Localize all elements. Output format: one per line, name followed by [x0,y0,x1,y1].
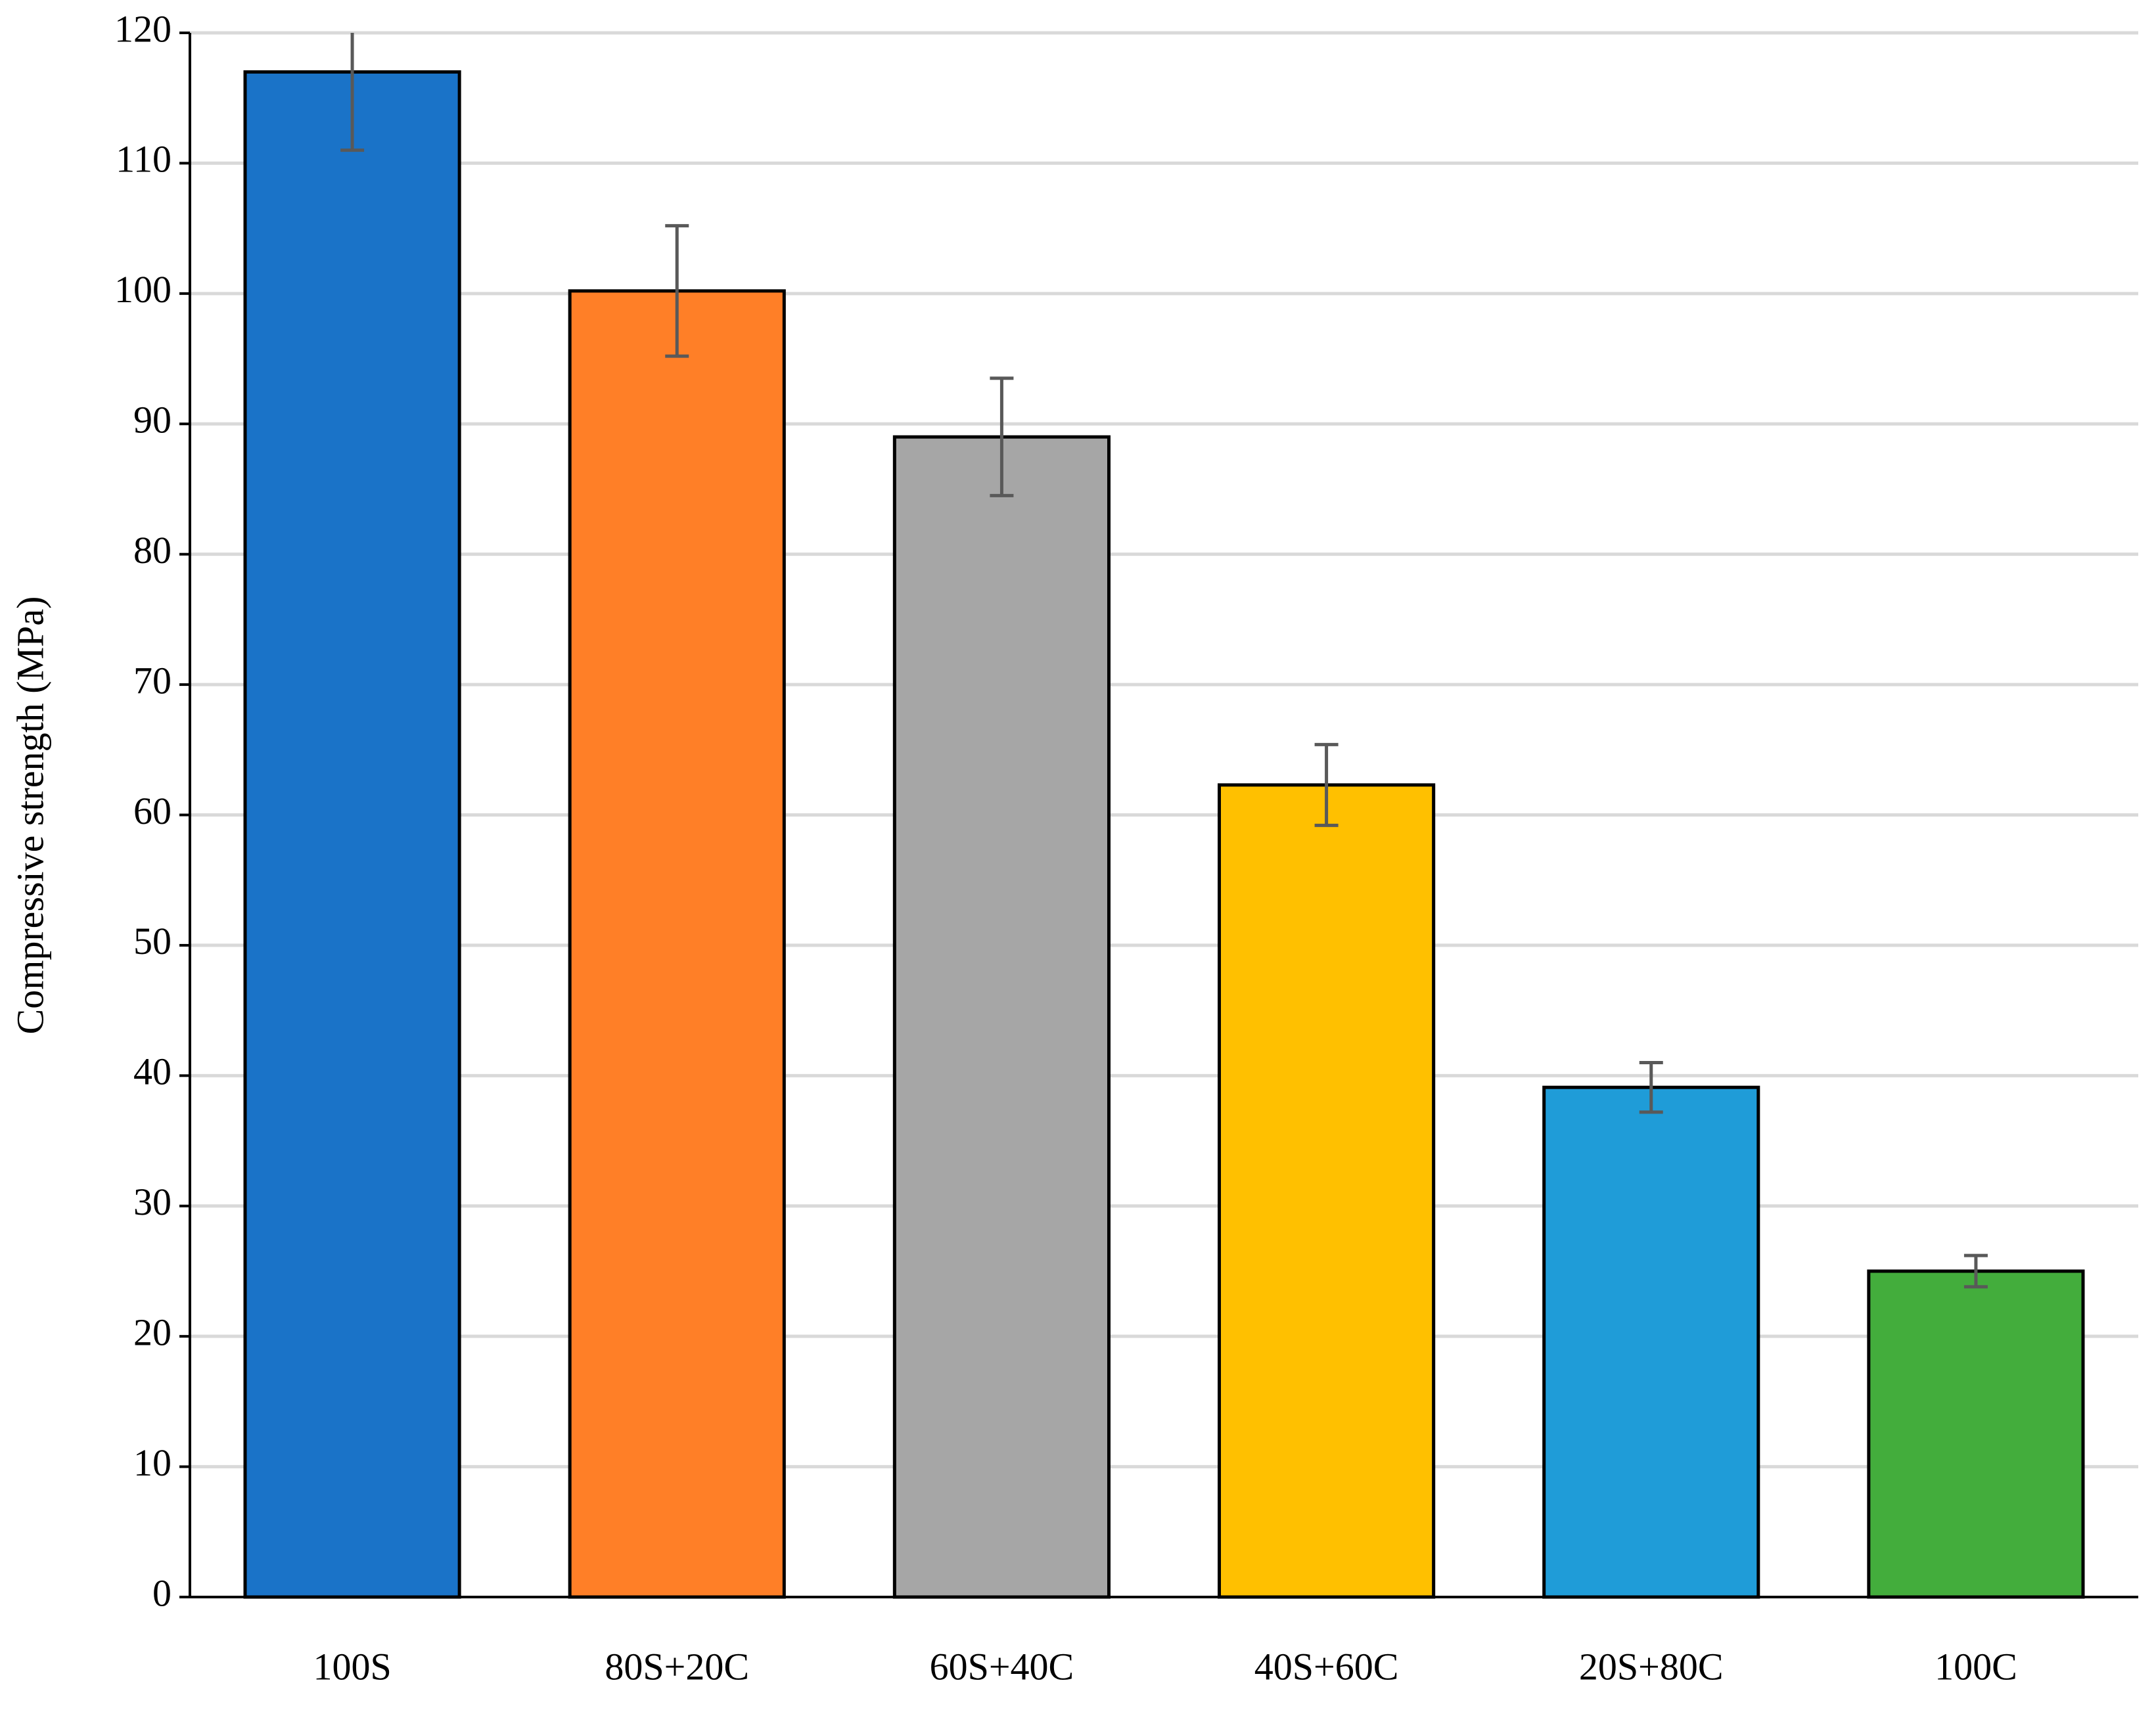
y-tick-label: 10 [133,1441,172,1484]
error-bar [665,224,689,358]
y-axis-title: Compressive strength (MPa) [9,597,51,1035]
error-bar [340,33,365,152]
y-tick-label: 40 [133,1050,172,1093]
y-tick-label: 30 [133,1181,172,1223]
y-tick-label: 70 [133,659,172,702]
y-tick-label: 110 [116,138,172,181]
error-bar [990,376,1014,497]
bar [243,70,461,1599]
y-tick-label: 50 [133,920,172,962]
y-tick-label: 0 [152,1571,172,1614]
y-tick-label: 20 [133,1311,172,1353]
y-tick-label: 80 [133,529,172,572]
x-tick-label: 80S+20C [605,1645,749,1688]
error-bar [1639,1060,1663,1114]
y-tick-label: 120 [114,7,172,50]
y-tick-label: 100 [114,268,172,311]
bar [892,435,1111,1599]
y-tick-label: 60 [133,790,172,832]
error-bar [1963,1253,1988,1289]
x-tick-label: 20S+80C [1579,1645,1724,1688]
x-tick-label: 60S+40C [930,1645,1074,1688]
x-tick-label: 40S+60C [1254,1645,1399,1688]
x-tick-label: 100S [313,1645,391,1688]
bar [1542,1085,1760,1599]
y-tick-label: 90 [133,399,172,441]
bar [1218,783,1436,1599]
error-bar [1314,742,1339,827]
x-tick-label: 100C [1935,1645,2017,1688]
bar [568,289,786,1599]
bar [1867,1269,2085,1599]
